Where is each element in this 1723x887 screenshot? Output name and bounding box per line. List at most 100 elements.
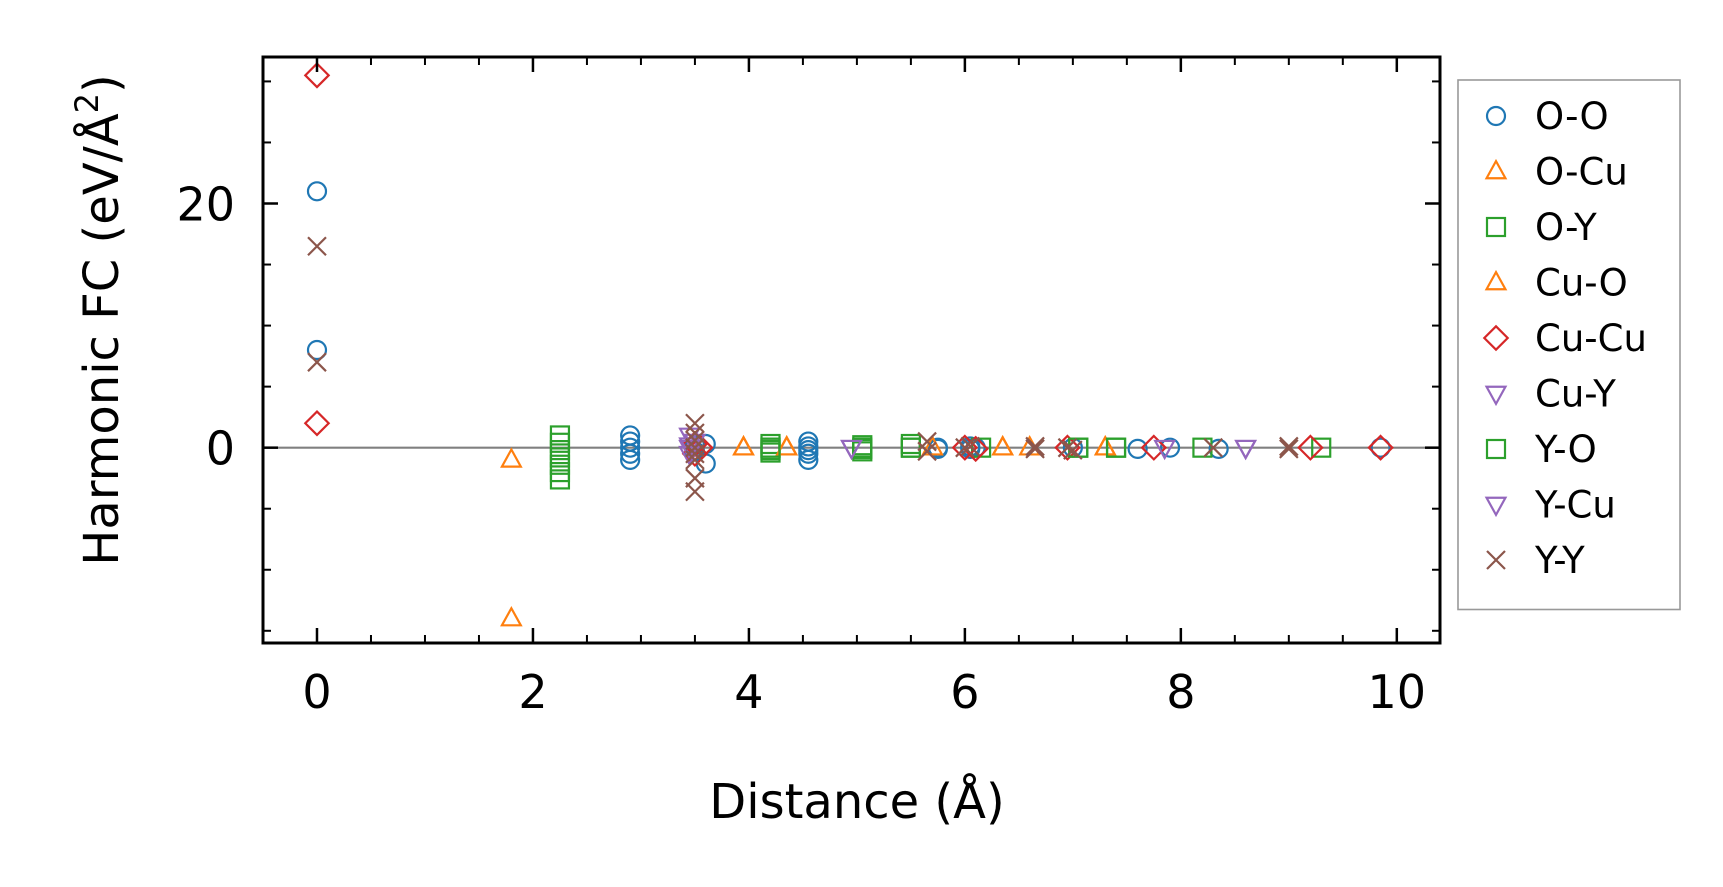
legend-marker xyxy=(1484,269,1508,291)
y-axis-label-superscript: 2 xyxy=(68,93,106,113)
data-point xyxy=(1279,436,1299,457)
series-o-cu xyxy=(500,435,1117,627)
data-point xyxy=(1234,439,1257,461)
data-point xyxy=(1311,437,1332,458)
legend-item-o-o: O-O xyxy=(1485,95,1609,138)
series-cu-cu xyxy=(303,62,1394,468)
data-point xyxy=(1297,434,1324,461)
data-point xyxy=(1093,435,1117,456)
data-point xyxy=(840,439,863,461)
data-point xyxy=(917,441,937,462)
data-point xyxy=(306,339,328,361)
data-point xyxy=(732,435,755,456)
data-point xyxy=(500,447,523,468)
data-point xyxy=(1208,438,1229,459)
data-point xyxy=(620,437,641,458)
legend-marker xyxy=(1482,324,1510,352)
y-tick-label: 20 xyxy=(176,178,235,232)
legend-item-cu-y: Cu-Y xyxy=(1484,373,1616,416)
data-point xyxy=(1093,435,1117,456)
series-y-y xyxy=(307,236,1299,502)
data-point xyxy=(685,481,705,502)
data-point xyxy=(303,62,331,89)
data-point xyxy=(620,449,641,470)
data-point xyxy=(685,443,705,464)
data-point xyxy=(921,435,944,456)
plot-frame xyxy=(261,55,1442,645)
legend-marker xyxy=(1486,550,1506,570)
data-point xyxy=(1063,440,1083,460)
x-axis-label: Distance (Å) xyxy=(709,773,1004,830)
data-point xyxy=(732,435,755,456)
data-point xyxy=(307,236,327,257)
legend-label: Y-Y xyxy=(1534,539,1585,582)
y-axis-label: Harmonic FC (eV/Å2) xyxy=(68,74,130,566)
data-point xyxy=(852,437,873,458)
data-point xyxy=(1127,438,1148,459)
y-axis-label-end: ) xyxy=(74,74,130,93)
data-point xyxy=(960,436,981,457)
data-point xyxy=(1159,437,1181,458)
data-point xyxy=(1203,437,1224,458)
data-point xyxy=(549,469,571,490)
x-tick-label: 8 xyxy=(1166,665,1195,719)
data-point xyxy=(955,437,975,458)
series-o-o xyxy=(306,181,1391,474)
legend-frame xyxy=(1457,79,1681,611)
legend-label: Y-Cu xyxy=(1534,484,1616,527)
data-point xyxy=(1025,439,1045,459)
data-point xyxy=(1279,439,1299,459)
data-point xyxy=(991,435,1014,456)
legend-marker xyxy=(1484,496,1508,518)
legend: O-O O-Cu O-Y Cu-O Cu-Cu Cu-Y Y-O Y-Cu Y-Y xyxy=(1457,79,1681,611)
data-point xyxy=(685,450,705,470)
data-point xyxy=(685,423,705,443)
legend-label: Cu-Y xyxy=(1535,373,1616,416)
legend-marker xyxy=(1485,438,1507,460)
x-tick-label: 4 xyxy=(734,665,763,719)
data-point xyxy=(1025,436,1045,457)
data-point xyxy=(1153,439,1176,461)
legend-label: Cu-O xyxy=(1535,262,1628,305)
x-tick-label: 10 xyxy=(1368,665,1427,719)
legend-label: O-Y xyxy=(1535,206,1597,249)
legend-item-y-o: Y-O xyxy=(1485,428,1597,471)
legend-label: O-O xyxy=(1535,95,1609,138)
y-tick-label: 0 xyxy=(206,422,235,476)
data-point xyxy=(685,413,705,434)
data-point xyxy=(1054,434,1081,461)
data-point xyxy=(798,443,819,464)
y-axis-label-main: Harmonic FC (eV/Å xyxy=(73,113,130,566)
data-point xyxy=(1234,439,1257,461)
x-tick-label: 2 xyxy=(518,665,547,719)
data-points-layer xyxy=(303,62,1394,627)
legend-marker xyxy=(1485,216,1507,238)
legend-item-cu-o: Cu-O xyxy=(1484,262,1628,305)
legend-item-o-cu: O-Cu xyxy=(1484,151,1628,194)
legend-item-y-cu: Y-Cu xyxy=(1484,484,1616,527)
legend-marker xyxy=(1485,105,1507,127)
data-point xyxy=(303,409,331,437)
data-point xyxy=(1370,437,1391,458)
data-point xyxy=(1140,434,1168,461)
legend-marker xyxy=(1484,158,1508,180)
data-point xyxy=(1057,437,1078,458)
plot-frame-layer xyxy=(261,55,1442,645)
data-point xyxy=(798,449,819,470)
legend-item-y-y: Y-Y xyxy=(1486,539,1585,582)
data-point xyxy=(840,439,863,461)
data-point xyxy=(917,431,937,452)
ticks-layer: 0 2 4 6 8 10 0 20 xyxy=(176,57,1440,719)
series-cu-o xyxy=(732,435,1117,456)
legend-label: Y-O xyxy=(1534,428,1597,471)
legend-label: Cu-Cu xyxy=(1535,317,1647,360)
data-point xyxy=(1192,437,1213,458)
data-point xyxy=(307,352,327,372)
data-point xyxy=(1367,434,1394,461)
data-point xyxy=(620,443,641,464)
data-point xyxy=(500,605,523,627)
legend-label: O-Cu xyxy=(1535,151,1628,194)
data-point xyxy=(1105,437,1127,458)
